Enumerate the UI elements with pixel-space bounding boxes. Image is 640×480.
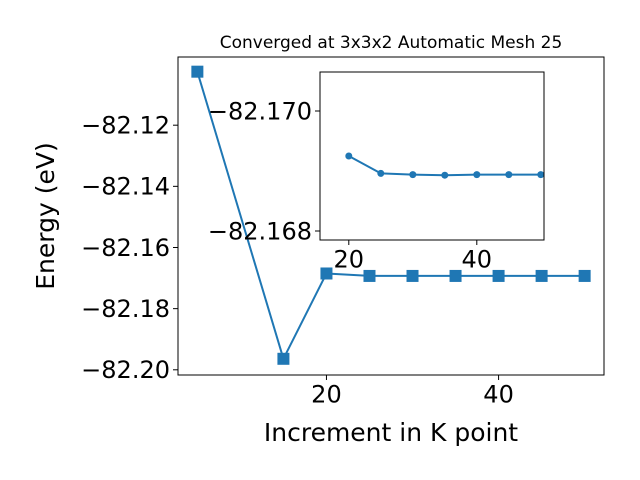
main-y-tick-label: −82.14 <box>81 173 170 201</box>
inset-background <box>320 72 544 240</box>
main-data-point <box>492 269 505 282</box>
inset-data-point <box>537 171 545 179</box>
inset-data-point <box>409 171 417 179</box>
main-axes-frame <box>177 56 605 376</box>
inset-x-tick-group: 20 40 <box>334 240 493 274</box>
inset-y-tick-group: −82.168 −82.170 <box>208 97 320 245</box>
main-x-tick-label: 20 <box>311 381 342 409</box>
inset-data-point <box>377 169 385 177</box>
inset-x-tick-label: 40 <box>462 246 493 274</box>
main-data-point <box>320 267 333 280</box>
inset-plot-area: −82.168−82.170 20 40 <box>208 71 545 274</box>
main-data-point <box>191 65 204 78</box>
main-data-point <box>406 269 419 282</box>
inset-data-point <box>505 171 513 179</box>
inset-y-tick-label: −82.170 <box>208 97 312 125</box>
main-data-point <box>535 269 548 282</box>
main-y-tick-label: −82.16 <box>81 234 170 262</box>
main-y-tick-label: −82.12 <box>81 112 170 140</box>
main-data-point <box>363 269 376 282</box>
main-data-point <box>277 352 290 365</box>
main-x-tick-label: 40 <box>483 381 514 409</box>
main-data-point <box>449 269 462 282</box>
main-series-group <box>191 65 591 365</box>
inset-series-group <box>345 152 545 179</box>
y-axis-label: Energy (eV) <box>31 142 60 289</box>
main-plot-area: −82.12−82.14−82.16−82.18−82.20 20 40 <box>81 56 605 409</box>
main-x-tick-group: 20 40 <box>311 375 514 409</box>
inset-data-point <box>345 152 353 160</box>
inset-data-point <box>441 171 449 179</box>
inset-x-tick-label: 20 <box>334 246 365 274</box>
inset-axes-frame <box>319 71 545 241</box>
main-data-point <box>578 269 591 282</box>
main-y-tick-label: −82.18 <box>81 295 170 323</box>
inset-data-point <box>473 171 481 179</box>
main-y-tick-group: −82.12 −82.14 −82.16 −82.18 −82.20 <box>81 112 178 384</box>
main-y-tick-label: −82.20 <box>81 356 170 384</box>
x-axis-label: Increment in K point <box>264 418 518 447</box>
chart-title: Converged at 3x3x2 Automatic Mesh 25 <box>220 33 563 53</box>
inset-y-tick-label: −82.168 <box>208 217 312 245</box>
